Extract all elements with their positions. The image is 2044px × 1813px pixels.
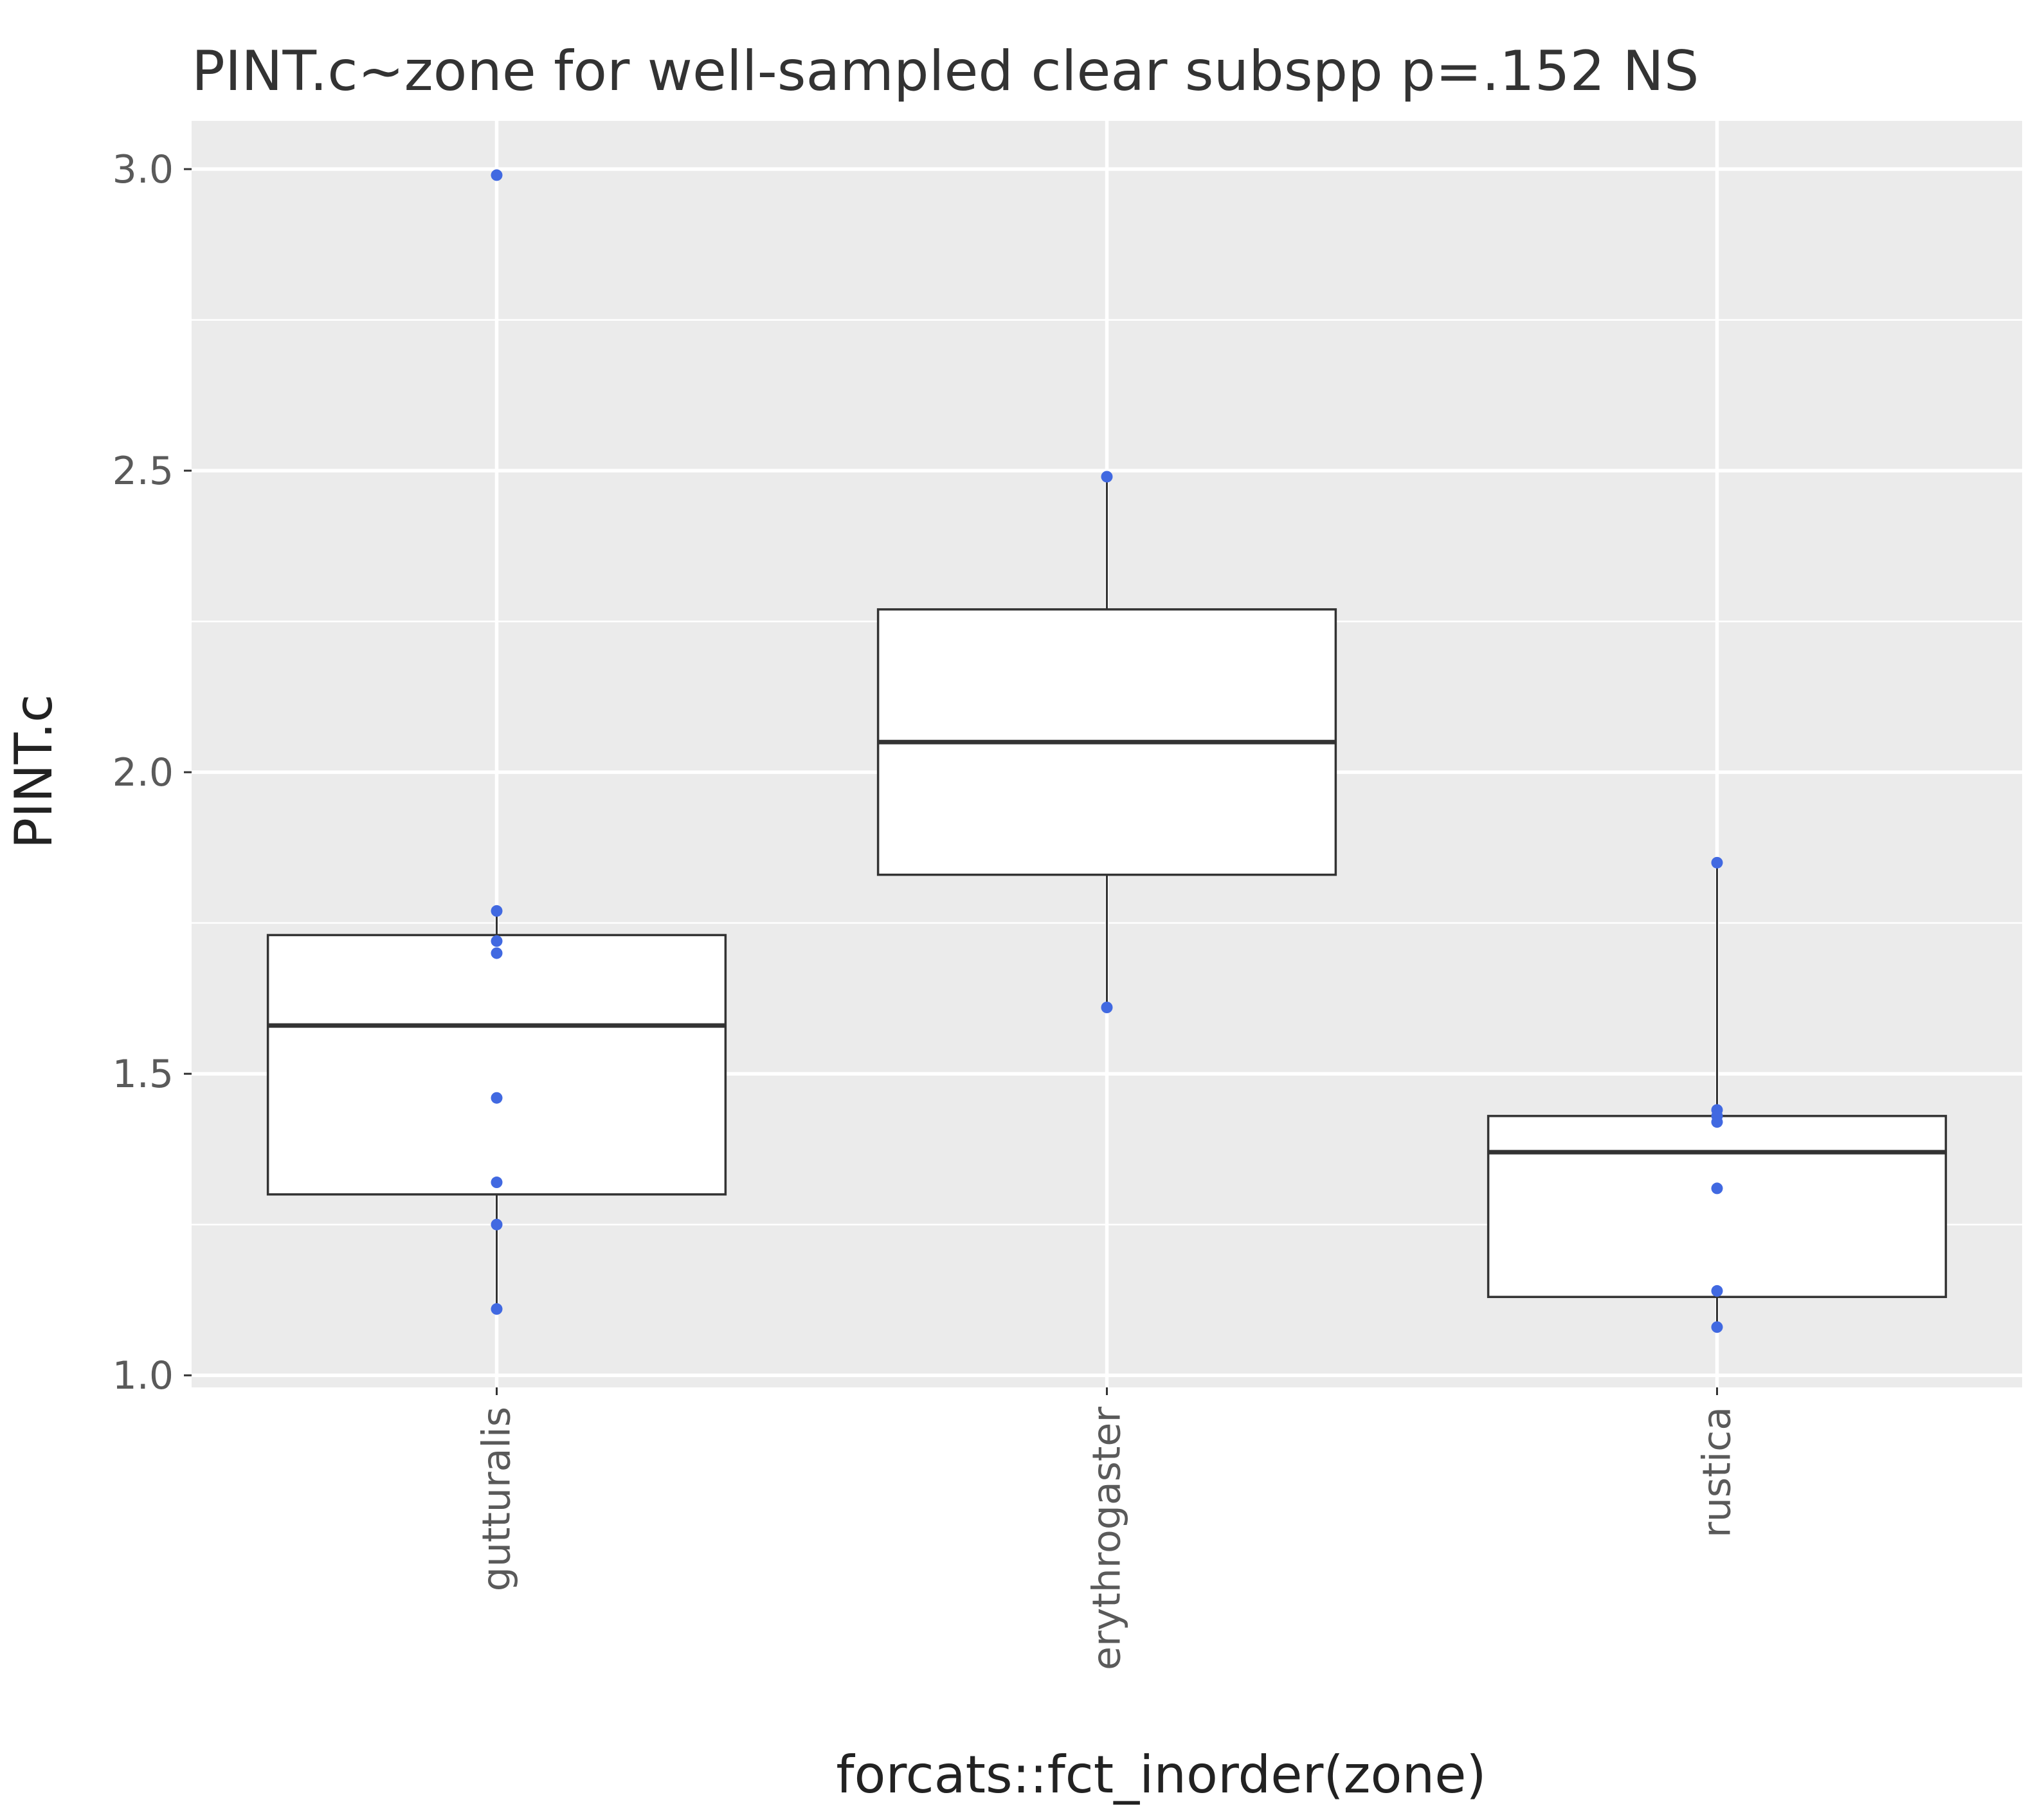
data-point — [1101, 1002, 1113, 1013]
data-point — [491, 1177, 503, 1189]
y-tick-label: 1.5 — [113, 1052, 174, 1097]
box-rustica — [1487, 862, 1948, 1328]
data-point — [491, 1218, 503, 1231]
y-axis-title: PINT.c — [4, 694, 64, 849]
y-tick-label: 2.5 — [113, 449, 174, 494]
chart-title: PINT.c~zone for well-sampled clear subsp… — [192, 39, 1699, 104]
x-tick-label: rustica — [1695, 1407, 1740, 1538]
data-point — [1711, 1321, 1723, 1333]
data-point — [491, 1303, 503, 1315]
data-point — [491, 905, 503, 917]
data-point — [1101, 471, 1113, 483]
y-axis-ticks: 1.0 1.5 2.0 2.5 3.0 — [113, 147, 192, 1398]
x-axis-title: forcats::fct_inorder(zone) — [836, 1745, 1486, 1805]
data-point — [491, 1092, 503, 1104]
y-tick-label: 3.0 — [113, 147, 174, 192]
data-point — [491, 947, 503, 959]
box-group — [266, 476, 1948, 1328]
data-point — [1711, 1116, 1723, 1128]
data-point — [1711, 856, 1723, 869]
y-tick-label: 2.0 — [113, 750, 174, 795]
box-iqr — [1487, 1115, 1948, 1299]
x-tick-label: erythrogaster — [1085, 1407, 1130, 1670]
data-point — [1711, 1285, 1723, 1297]
data-point — [491, 169, 503, 181]
x-axis-ticks: gutturalis erythrogaster rustica — [475, 1387, 1740, 1670]
data-point — [491, 935, 503, 947]
data-point — [1711, 1182, 1723, 1195]
box-iqr — [266, 934, 727, 1196]
y-tick-label: 1.0 — [113, 1353, 174, 1398]
box-erythrogaster — [876, 476, 1337, 1007]
x-tick-label: gutturalis — [475, 1407, 520, 1591]
box-gutturalis — [266, 910, 727, 1310]
data-points — [491, 169, 1723, 1333]
